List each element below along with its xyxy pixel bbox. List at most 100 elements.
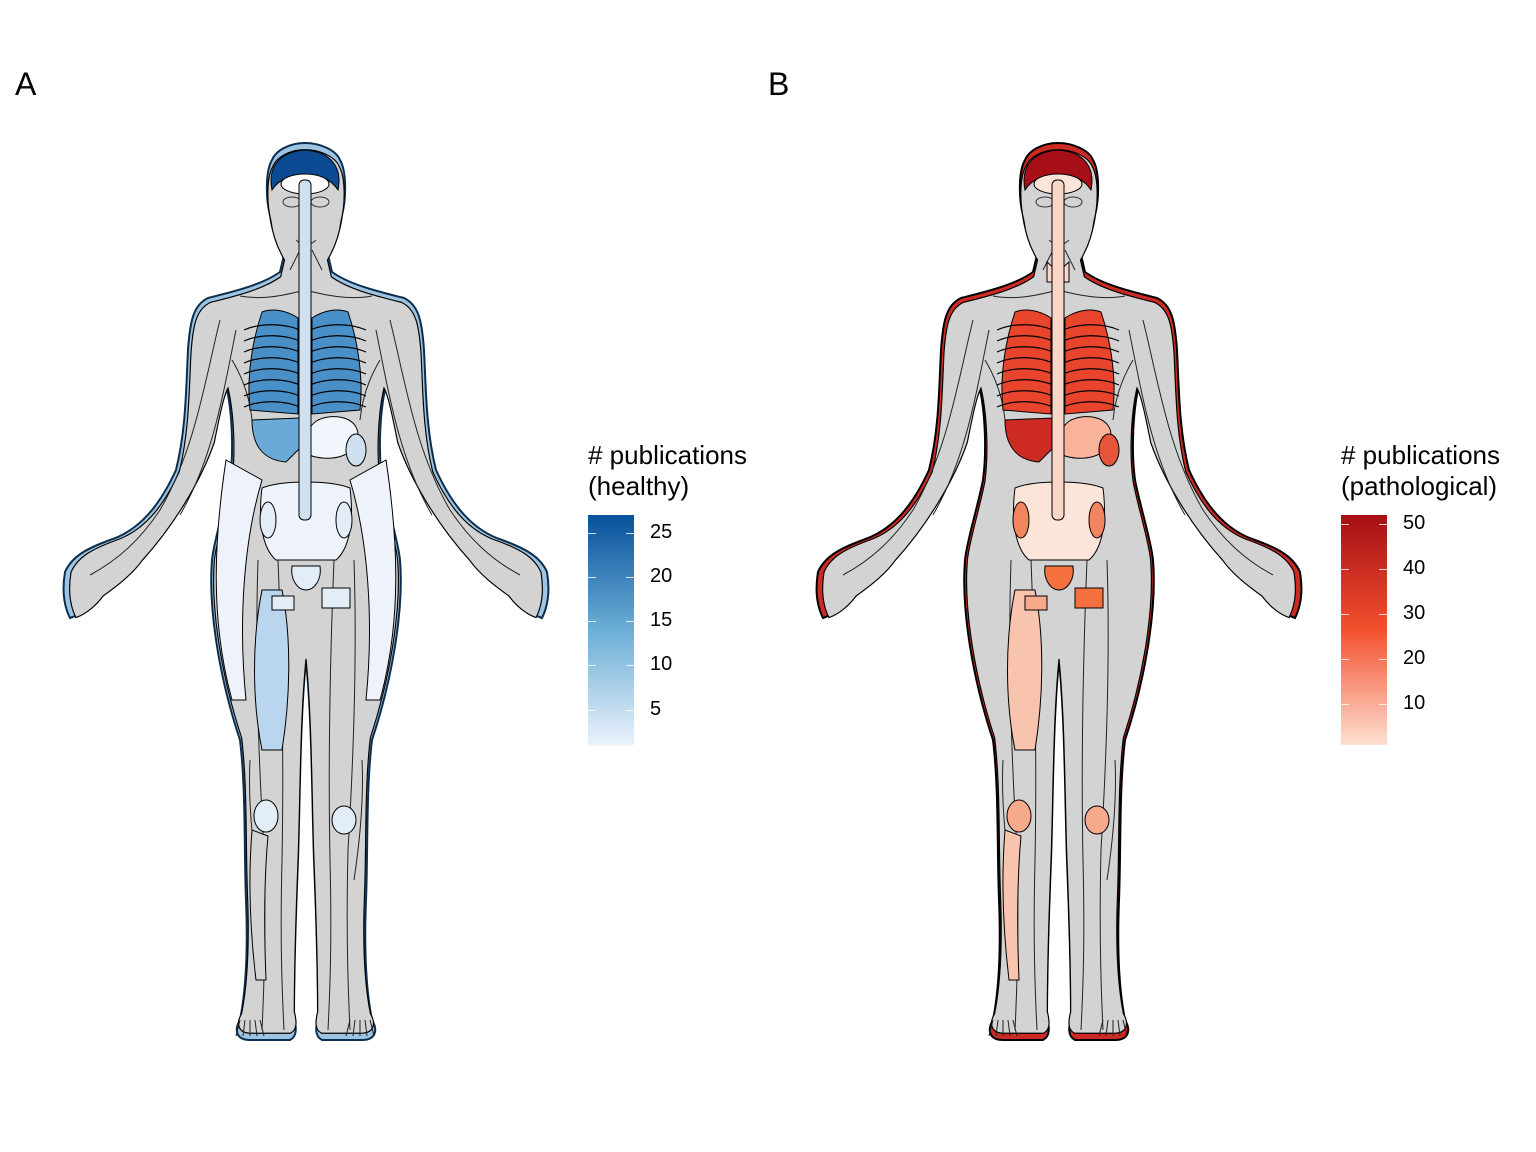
rib-right: [309, 335, 367, 342]
vessel-line: [1112, 359, 1134, 421]
colorbar-tick-mark: [626, 621, 634, 623]
rib-left: [996, 346, 1054, 353]
colorbar-tick-label: 15: [650, 609, 673, 632]
panel-label-a: A: [15, 66, 37, 102]
rib-right: [1062, 390, 1120, 397]
toe-line: [988, 1019, 994, 1037]
colorbar: [588, 515, 634, 745]
calf-muscle: [249, 829, 269, 981]
colorbar-tick-label: 10: [1403, 692, 1426, 715]
toe-line: [352, 1019, 356, 1037]
legend-pathological: # publications (pathological) 10 20 30 40 50: [1341, 440, 1531, 760]
colorbar-tick-mark: [588, 621, 596, 623]
calf-muscle: [1002, 829, 1022, 981]
rib-right: [1062, 401, 1120, 408]
thigh-muscle: [254, 589, 290, 751]
legend-title-line1: # publications: [588, 440, 747, 470]
pelvis-patch-left: [271, 595, 295, 611]
right-knee: [1084, 805, 1110, 835]
colorbar-tick-label: 30: [1403, 602, 1426, 625]
toe-line: [345, 1019, 351, 1037]
right-kidney: [335, 501, 353, 539]
toe-line: [235, 1019, 241, 1037]
colorbar-tick-mark: [1341, 704, 1349, 706]
legend-title-line2: (pathological): [1341, 471, 1498, 501]
rib-left: [243, 390, 301, 397]
colorbar-tick-mark: [1341, 659, 1349, 661]
spleen: [345, 433, 367, 467]
toe-line: [1007, 1019, 1011, 1037]
pelvis-patch-left: [1024, 595, 1048, 611]
toe-line: [1105, 1019, 1109, 1037]
rib-left: [243, 401, 301, 408]
rib-right: [1062, 357, 1120, 364]
vessel-line: [179, 329, 237, 516]
vessel-line: [842, 319, 974, 576]
vessel-line: [1142, 319, 1274, 576]
vessel-line: [89, 319, 221, 576]
pelvis-patch-right: [1074, 587, 1104, 609]
rib-left: [996, 401, 1054, 408]
toe-line: [1117, 1019, 1121, 1037]
vessel-line: [1106, 759, 1117, 881]
colorbar-tick-mark: [1379, 524, 1387, 526]
rib-right: [309, 379, 367, 386]
colorbar-tick-mark: [1379, 569, 1387, 571]
body-silhouette: [822, 149, 1296, 1034]
colorbar-tick-label: 5: [650, 697, 662, 720]
adipose-left: [215, 459, 263, 701]
panel-label-b: B: [768, 66, 790, 102]
rib-left: [243, 324, 301, 331]
vessel-line: [1042, 249, 1054, 271]
rib-right: [1062, 368, 1120, 375]
colorbar-tick-mark: [588, 532, 596, 534]
rib-right: [309, 357, 367, 364]
spleen: [1098, 433, 1120, 467]
rib-right: [309, 368, 367, 375]
rib-right: [1062, 379, 1120, 386]
left-kidney: [1012, 501, 1030, 539]
rib-left: [243, 357, 301, 364]
rib-right: [309, 324, 367, 331]
rib-left: [243, 368, 301, 375]
colorbar-tick-label: 20: [650, 564, 673, 587]
bladder: [1044, 565, 1074, 591]
colorbar-tick-mark: [1341, 524, 1349, 526]
colorbar-tick-label: 20: [1403, 647, 1426, 670]
legend-healthy: # publications (healthy) 5 10 15 20 25: [588, 440, 778, 760]
vessel-line: [1128, 329, 1186, 516]
pelvis-patch-right: [321, 587, 351, 609]
rib-right: [1062, 346, 1120, 353]
toe-line: [1122, 1019, 1128, 1037]
vessel-line: [359, 359, 381, 421]
toe-line: [259, 1019, 265, 1037]
colorbar-tick-label: 25: [650, 520, 673, 543]
rib-left: [243, 335, 301, 342]
vessel-line: [231, 359, 253, 421]
left-kidney: [259, 501, 277, 539]
left-knee: [253, 799, 279, 833]
colorbar: [1341, 515, 1387, 745]
liver: [251, 417, 301, 463]
rib-left: [996, 335, 1054, 342]
colorbar-tick-mark: [626, 665, 634, 667]
colorbar-tick-label: 40: [1403, 557, 1426, 580]
vessel-line: [1064, 249, 1076, 271]
vessel-line: [353, 759, 364, 881]
vessel-line: [1080, 559, 1088, 1031]
vessel-line: [932, 329, 990, 516]
toe-line: [242, 1019, 246, 1037]
vessel-line: [984, 359, 1006, 421]
toe-line: [254, 1019, 258, 1037]
vessel-line: [327, 559, 335, 1031]
colorbar-tick-mark: [588, 665, 596, 667]
liver: [1004, 417, 1054, 463]
toe-line: [1098, 1019, 1104, 1037]
legend-title-line2: (healthy): [588, 471, 690, 501]
rib-left: [996, 390, 1054, 397]
body-silhouette: [69, 149, 543, 1034]
spinal-cord: [1051, 179, 1065, 521]
vessel-line: [375, 329, 433, 516]
vessel-line: [311, 249, 323, 271]
rib-left: [996, 324, 1054, 331]
